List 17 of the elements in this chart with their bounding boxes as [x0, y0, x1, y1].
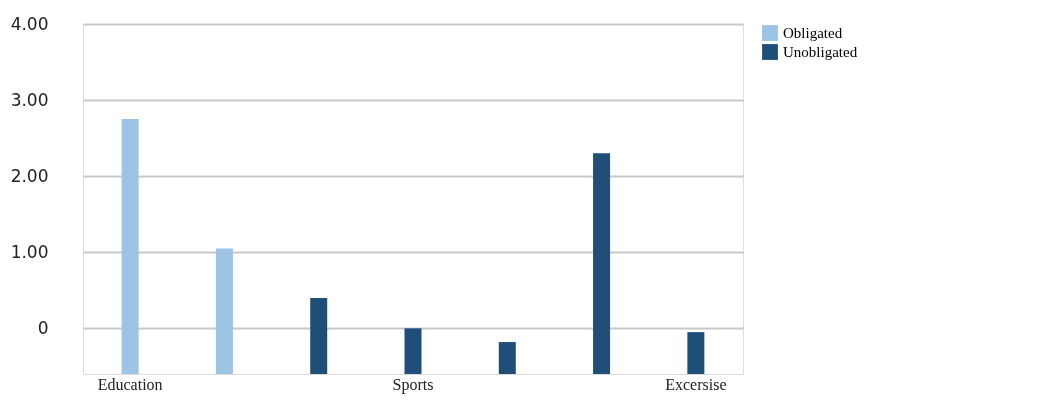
y-tick-label: 3.00 [10, 89, 49, 110]
bar [215, 248, 233, 374]
x-tick-label: Education [97, 375, 163, 393]
y-tick-label: 1.00 [10, 241, 49, 262]
bar [593, 153, 611, 374]
bar [404, 328, 422, 374]
x-tick-label: Sports [392, 375, 434, 394]
y-tick-label: 2.00 [10, 165, 49, 186]
bar [498, 342, 516, 374]
bar [310, 297, 328, 374]
bar [121, 119, 139, 374]
y-tick-label: 4.00 [10, 13, 49, 34]
x-tick-label: Excersise [665, 375, 727, 393]
y-tick-label: 0 [37, 317, 49, 338]
legend-label: Obligated [783, 25, 843, 41]
bar [687, 332, 705, 374]
legend-label: Unobligated [783, 44, 858, 60]
